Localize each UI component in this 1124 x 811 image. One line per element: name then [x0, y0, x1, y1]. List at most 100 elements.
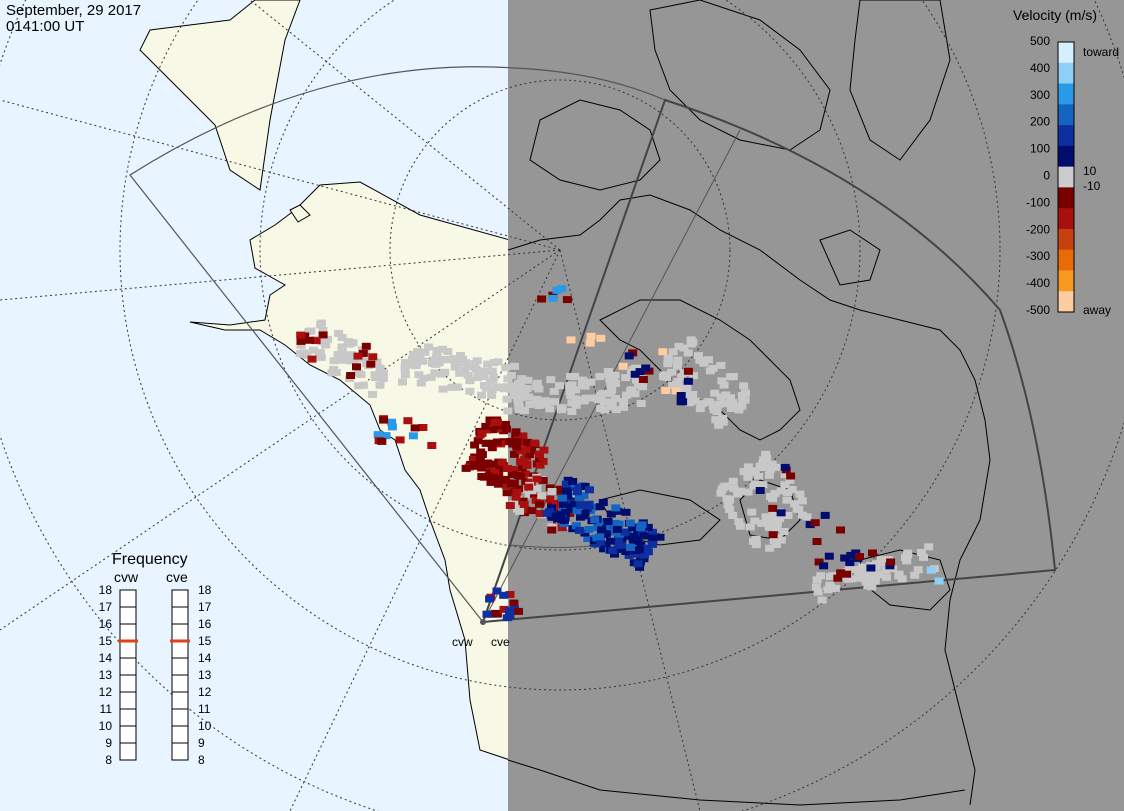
scatter-cell: [710, 389, 720, 397]
scatter-cell: [447, 383, 457, 391]
scatter-cell: [481, 422, 491, 430]
scatter-cell: [642, 544, 652, 552]
scatter-cell: [776, 509, 786, 517]
scatter-cell: [910, 571, 920, 579]
scatter-cell: [703, 398, 713, 406]
radar-label-cve: cve: [491, 635, 510, 649]
scatter-cell: [729, 485, 739, 492]
frequency-title: Frequency: [112, 551, 188, 568]
scatter-cell: [368, 353, 378, 361]
scatter-cell: [463, 371, 473, 379]
scatter-cell: [671, 387, 681, 395]
scatter-cell: [361, 342, 371, 350]
scatter-cell: [598, 499, 608, 506]
scatter-cell: [468, 456, 478, 463]
scatter-cell: [596, 405, 606, 412]
scatter-cell: [522, 460, 532, 468]
scatter-cell: [787, 486, 797, 493]
scatter-cell: [483, 360, 493, 368]
scatter-cell: [686, 340, 696, 348]
scatter-cell: [795, 490, 805, 498]
scatter-cell: [599, 545, 609, 553]
scatter-cell: [863, 572, 873, 580]
scatter-cell: [716, 393, 726, 401]
scatter-cell: [716, 361, 726, 369]
scatter-cell: [683, 349, 693, 357]
scatter-cell: [492, 587, 502, 595]
velocity-tick-labels: 500 400 300 200 100 0 -100 -200 -300 -400 -500: [1026, 34, 1050, 317]
scatter-cell: [845, 559, 855, 567]
scatter-cell: [375, 364, 385, 372]
scatter-cell: [409, 351, 419, 359]
scatter-cell: [728, 477, 738, 485]
scatter-cell: [820, 511, 830, 519]
colorbar-segment: [1058, 125, 1074, 147]
scatter-cell: [614, 545, 624, 553]
scatter-cell: [867, 583, 877, 591]
scatter-cell: [578, 376, 588, 384]
scatter-cell: [683, 377, 693, 385]
scatter-cell: [514, 607, 523, 615]
scatter-cell: [771, 541, 781, 548]
velocity-tick-label: -400: [1026, 276, 1050, 290]
scatter-cell: [597, 526, 607, 534]
scatter-cell: [547, 526, 557, 534]
frequency-column-label-cve: cve: [166, 569, 188, 585]
scatter-cell: [503, 407, 513, 415]
scatter-cell: [545, 405, 555, 413]
scatter-cell: [751, 480, 761, 488]
scatter-cell: [395, 436, 405, 444]
scatter-cell: [631, 547, 641, 554]
scatter-cell: [919, 553, 928, 561]
scatter-cell: [520, 407, 529, 415]
scatter-cell: [400, 371, 410, 379]
velocity-tick-label: 100: [1030, 142, 1050, 156]
scatter-cell: [470, 360, 480, 368]
scatter-cell: [780, 481, 790, 489]
radar-label-cvw: cvw: [452, 635, 473, 649]
scatter-cell: [714, 421, 724, 429]
scatter-cell: [545, 484, 555, 492]
scatter-cell: [762, 454, 772, 462]
scatter-cell: [521, 506, 531, 514]
scatter-cell: [903, 549, 913, 557]
scatter-cell: [640, 551, 649, 559]
scatter-cell: [683, 367, 693, 375]
scatter-cell: [595, 503, 605, 511]
scatter-cell: [481, 384, 491, 392]
scatter-cell: [863, 568, 873, 576]
scatter-cell: [797, 511, 807, 519]
scatter-cell: [536, 397, 546, 405]
scatter-cell: [510, 362, 519, 370]
scatter-cell: [586, 332, 596, 340]
scatter-cell: [766, 465, 776, 473]
scatter-cell: [323, 335, 333, 343]
scatter-cell: [716, 489, 726, 497]
scatter-cell: [728, 512, 738, 519]
scatter-cell: [786, 472, 796, 480]
scatter-cell: [346, 372, 356, 379]
scatter-cell: [481, 368, 491, 375]
scatter-cell: [501, 482, 511, 489]
scatter-cell: [532, 485, 542, 492]
scatter-cell: [537, 295, 547, 303]
scatter-cell: [432, 354, 441, 362]
scatter-cell: [870, 577, 880, 585]
scatter-cell: [676, 392, 686, 399]
scatter-cell: [507, 372, 516, 379]
scatter-cell: [618, 362, 628, 370]
frequency-scale-label: 12: [99, 685, 113, 699]
scatter-cell: [776, 487, 786, 495]
scatter-cell: [318, 327, 328, 334]
scatter-cell: [600, 398, 609, 406]
scatter-cell: [759, 464, 769, 471]
scatter-cell: [679, 344, 689, 352]
scatter-cell: [851, 549, 861, 557]
scatter-cell: [347, 339, 357, 347]
scatter-cell: [635, 368, 645, 376]
scatter-cell: [414, 371, 424, 379]
scatter-cell: [585, 486, 594, 494]
colorbar-segment: [1058, 83, 1074, 105]
scatter-cell: [571, 483, 581, 491]
